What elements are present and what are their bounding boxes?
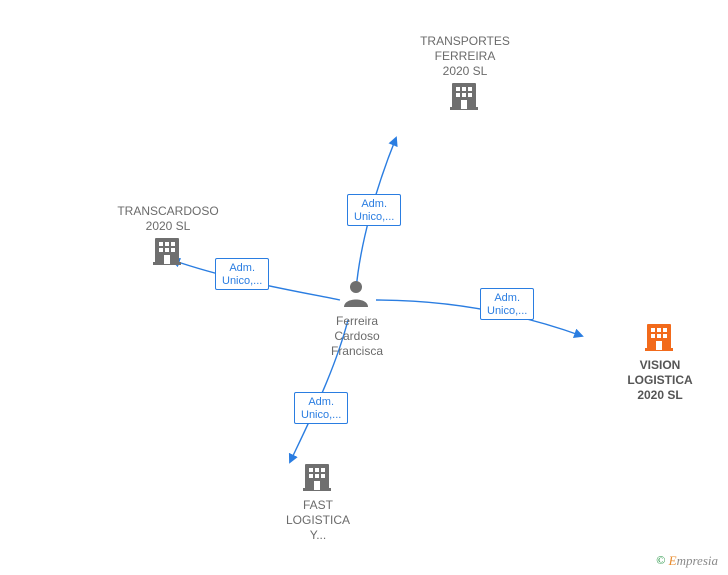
node-label-top: TRANSPORTES FERREIRA 2020 SL — [405, 34, 525, 79]
node-bottom: FAST LOGISTICA Y... — [258, 460, 378, 543]
node-right: VISION LOGISTICA 2020 SL — [600, 320, 720, 403]
edge-right — [376, 300, 582, 336]
node-label-bottom: FAST LOGISTICA Y... — [258, 498, 378, 543]
edge-label-bottom: Adm. Unico,... — [294, 392, 348, 424]
edge-label-right: Adm. Unico,... — [480, 288, 534, 320]
building-icon — [600, 320, 720, 354]
brand-first-letter: E — [669, 553, 677, 568]
person-icon — [312, 280, 402, 310]
copyright-symbol: © — [656, 553, 665, 567]
center-label: Ferreira Cardoso Francisca — [312, 314, 402, 359]
node-top: TRANSPORTES FERREIRA 2020 SL — [405, 30, 525, 113]
center-person: Ferreira Cardoso Francisca — [312, 280, 402, 359]
building-icon — [258, 460, 378, 494]
node-label-left: TRANSCARDOSO 2020 SL — [108, 204, 228, 234]
brand-rest: mpresia — [677, 553, 718, 568]
building-icon — [108, 234, 228, 268]
node-label-right: VISION LOGISTICA 2020 SL — [600, 358, 720, 403]
attribution: © Empresia — [656, 553, 718, 569]
node-left: TRANSCARDOSO 2020 SL — [108, 200, 228, 268]
edge-label-top: Adm. Unico,... — [347, 194, 401, 226]
building-icon — [405, 79, 525, 113]
